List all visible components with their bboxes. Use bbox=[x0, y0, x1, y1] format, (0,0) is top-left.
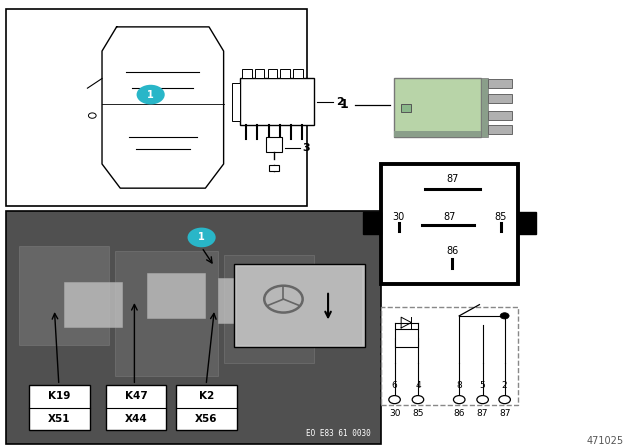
Bar bbox=[115, 251, 218, 376]
Text: 1: 1 bbox=[198, 233, 205, 242]
Text: 3: 3 bbox=[303, 143, 310, 153]
Bar bbox=[394, 329, 418, 347]
Bar bbox=[394, 78, 481, 137]
Text: K19: K19 bbox=[48, 392, 70, 401]
Text: 87: 87 bbox=[446, 174, 458, 184]
Bar bbox=[488, 79, 512, 88]
Bar bbox=[218, 278, 275, 323]
Bar bbox=[242, 69, 252, 78]
Bar bbox=[280, 69, 290, 78]
Bar bbox=[268, 69, 277, 78]
Text: 85: 85 bbox=[412, 409, 424, 418]
Bar bbox=[106, 385, 166, 430]
Bar bbox=[6, 9, 307, 206]
Bar bbox=[19, 246, 109, 345]
Text: K47: K47 bbox=[125, 392, 147, 401]
Bar bbox=[394, 131, 481, 137]
Text: 86: 86 bbox=[454, 409, 465, 418]
Text: 6: 6 bbox=[392, 381, 397, 390]
Bar bbox=[6, 211, 381, 444]
Bar bbox=[29, 385, 90, 430]
Bar bbox=[255, 69, 264, 78]
Circle shape bbox=[188, 228, 216, 247]
Text: 5: 5 bbox=[480, 381, 486, 390]
Circle shape bbox=[388, 396, 401, 404]
Bar bbox=[481, 78, 488, 137]
Bar bbox=[381, 307, 518, 405]
Bar bbox=[488, 111, 512, 120]
Text: 2: 2 bbox=[502, 381, 508, 390]
Bar bbox=[64, 282, 122, 327]
Bar bbox=[488, 94, 512, 103]
Circle shape bbox=[412, 396, 424, 404]
Bar bbox=[234, 264, 365, 347]
Circle shape bbox=[477, 396, 488, 404]
Text: 86: 86 bbox=[446, 246, 458, 256]
Bar bbox=[381, 164, 518, 284]
Bar bbox=[240, 78, 314, 125]
Text: 1: 1 bbox=[340, 99, 349, 112]
Text: K2: K2 bbox=[199, 392, 214, 401]
Circle shape bbox=[454, 396, 465, 404]
Bar bbox=[237, 267, 362, 345]
Circle shape bbox=[499, 396, 511, 404]
Circle shape bbox=[136, 85, 164, 104]
Text: EO E83 61 0030: EO E83 61 0030 bbox=[307, 429, 371, 438]
Bar bbox=[363, 212, 381, 234]
Text: 87: 87 bbox=[499, 409, 510, 418]
Text: 85: 85 bbox=[494, 212, 507, 222]
Bar bbox=[401, 104, 411, 112]
Bar bbox=[269, 165, 279, 171]
Circle shape bbox=[500, 313, 509, 319]
Bar bbox=[176, 385, 237, 430]
Text: 1: 1 bbox=[147, 90, 154, 99]
Bar bbox=[266, 137, 282, 152]
Text: 471025: 471025 bbox=[587, 436, 624, 446]
Text: 87: 87 bbox=[444, 212, 456, 222]
Bar bbox=[518, 212, 536, 234]
Text: 87: 87 bbox=[477, 409, 488, 418]
Bar bbox=[293, 69, 303, 78]
Bar bbox=[147, 273, 205, 318]
Text: X44: X44 bbox=[125, 414, 147, 424]
Text: X56: X56 bbox=[195, 414, 218, 424]
Text: 30: 30 bbox=[389, 409, 400, 418]
Text: 2: 2 bbox=[336, 97, 344, 107]
Bar bbox=[224, 255, 314, 363]
Text: 4: 4 bbox=[415, 381, 420, 390]
Bar bbox=[232, 83, 240, 121]
Bar bbox=[488, 125, 512, 134]
Text: X51: X51 bbox=[48, 414, 70, 424]
Text: 8: 8 bbox=[456, 381, 462, 390]
Text: 30: 30 bbox=[392, 212, 405, 222]
